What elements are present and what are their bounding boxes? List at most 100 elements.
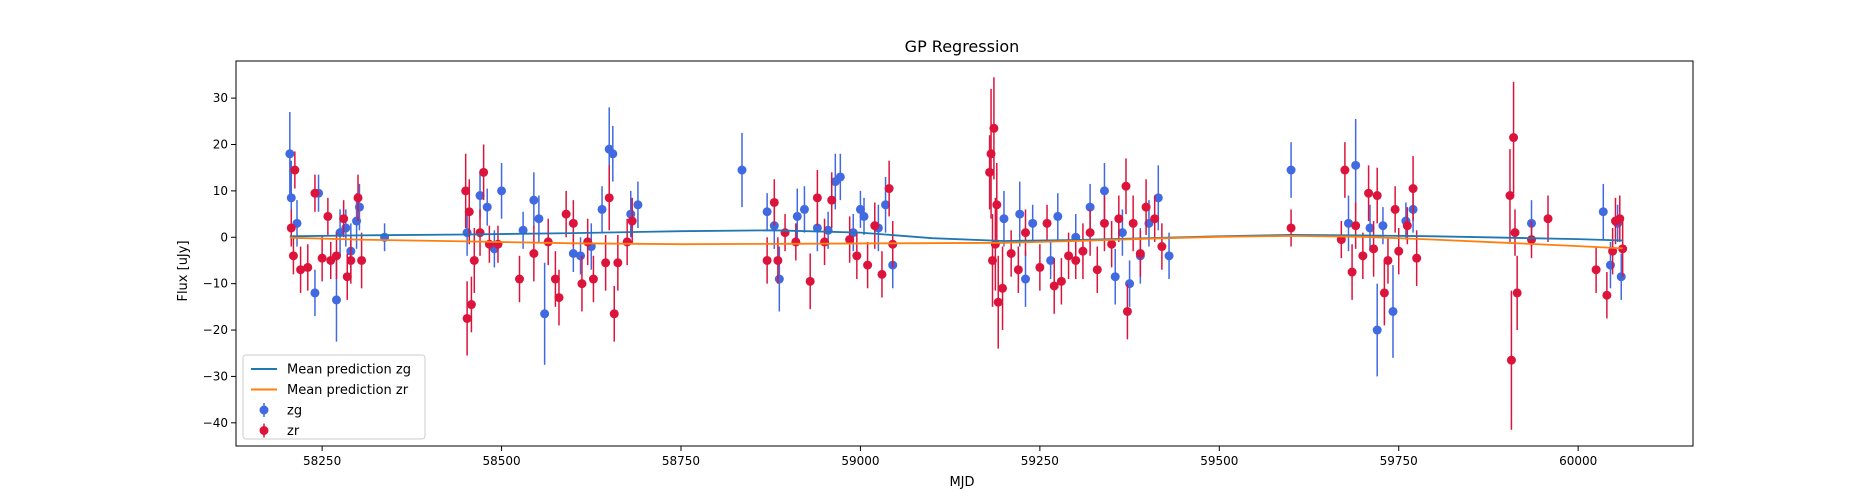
zr-point-50 bbox=[852, 251, 862, 261]
zr-point-108 bbox=[1543, 214, 1553, 224]
zr-point-65 bbox=[1013, 265, 1023, 275]
zr-point-33 bbox=[588, 274, 598, 284]
zg-point-71 bbox=[1598, 207, 1608, 217]
zg-point-26 bbox=[608, 149, 618, 159]
x-tick-label: 60000 bbox=[1559, 454, 1597, 468]
zr-point-59 bbox=[989, 123, 999, 133]
x-tick-label: 58750 bbox=[662, 454, 700, 468]
zr-point-5 bbox=[310, 188, 320, 198]
zr-point-81 bbox=[1128, 218, 1138, 228]
zg-point-0 bbox=[285, 149, 295, 159]
y-tick-label: 0 bbox=[220, 230, 228, 244]
y-tick-label: −40 bbox=[203, 416, 228, 430]
zr-point-71 bbox=[1064, 251, 1074, 261]
zr-point-98 bbox=[1394, 246, 1404, 256]
zg-point-28 bbox=[633, 200, 643, 210]
zr-point-102 bbox=[1505, 191, 1515, 201]
zg-point-72 bbox=[1605, 260, 1615, 270]
zg-point-52 bbox=[1085, 202, 1095, 212]
x-tick-label: 59000 bbox=[841, 454, 879, 468]
zr-point-0 bbox=[286, 223, 296, 233]
zg-point-35 bbox=[812, 223, 822, 233]
zg-point-29 bbox=[737, 165, 747, 175]
plot-area bbox=[285, 77, 1628, 430]
zr-point-91 bbox=[1358, 251, 1368, 261]
zr-point-9 bbox=[331, 251, 341, 261]
zr-point-64 bbox=[1006, 249, 1016, 258]
zg-point-22 bbox=[576, 251, 586, 261]
zg-point-54 bbox=[1110, 272, 1120, 282]
zr-point-14 bbox=[357, 255, 367, 265]
zr-point-82 bbox=[1135, 249, 1145, 258]
zg-point-14 bbox=[482, 202, 492, 212]
zg-point-18 bbox=[529, 195, 539, 205]
y-axis-label: Flux [uJy] bbox=[176, 240, 191, 301]
zr-point-44 bbox=[791, 237, 801, 247]
zr-point-113 bbox=[1615, 214, 1625, 224]
legend: Mean prediction zg Mean prediction zr zg zr bbox=[242, 354, 426, 440]
zg-point-59 bbox=[1153, 193, 1163, 203]
zg-point-13 bbox=[475, 191, 485, 201]
zr-point-107 bbox=[1527, 235, 1537, 245]
legend-item-2: zg bbox=[259, 403, 302, 419]
zr-point-39 bbox=[627, 216, 637, 226]
zg-point-17 bbox=[518, 225, 528, 235]
zg-point-33 bbox=[792, 211, 802, 221]
zr-point-99 bbox=[1402, 221, 1412, 231]
x-axis-label: MJD bbox=[949, 475, 974, 490]
zr-point-73 bbox=[1078, 246, 1088, 256]
zr-point-16 bbox=[462, 313, 472, 323]
zr-point-15 bbox=[461, 186, 471, 196]
zr-point-69 bbox=[1049, 281, 1059, 291]
legend-swatch bbox=[259, 405, 269, 415]
zg-point-41 bbox=[859, 211, 869, 221]
zr-point-1 bbox=[288, 251, 298, 261]
zr-point-42 bbox=[773, 255, 783, 265]
zg-point-24 bbox=[597, 204, 607, 214]
zg-point-21 bbox=[568, 249, 578, 258]
zg-point-74 bbox=[1616, 272, 1626, 282]
zr-point-54 bbox=[884, 184, 894, 194]
zr-point-32 bbox=[583, 237, 593, 247]
zr-point-36 bbox=[609, 309, 619, 319]
zr-point-106 bbox=[1512, 288, 1522, 298]
legend-label: Mean prediction zr bbox=[287, 383, 409, 398]
x-tick-label: 59750 bbox=[1380, 454, 1418, 468]
y-tick-label: 30 bbox=[213, 91, 228, 105]
zr-point-97 bbox=[1390, 204, 1400, 214]
zg-point-45 bbox=[999, 214, 1009, 224]
zr-point-110 bbox=[1602, 290, 1612, 300]
zr-point-76 bbox=[1099, 218, 1109, 228]
zr-point-10 bbox=[339, 214, 349, 224]
zr-point-26 bbox=[543, 237, 553, 247]
y-tick-label: −10 bbox=[203, 277, 228, 291]
x-tick-label: 58500 bbox=[482, 454, 520, 468]
zr-point-56 bbox=[985, 167, 995, 177]
zr-point-11 bbox=[342, 272, 352, 282]
zr-point-24 bbox=[515, 274, 525, 284]
zr-point-41 bbox=[769, 197, 779, 207]
zr-point-93 bbox=[1369, 244, 1379, 254]
zr-point-77 bbox=[1107, 239, 1117, 249]
y-tick-label: 10 bbox=[213, 184, 228, 198]
zr-point-7 bbox=[323, 211, 333, 221]
zr-point-86 bbox=[1286, 223, 1296, 233]
zr-point-38 bbox=[622, 237, 632, 247]
zr-point-78 bbox=[1114, 214, 1124, 224]
zr-point-25 bbox=[529, 249, 539, 258]
zr-point-53 bbox=[877, 269, 887, 279]
zr-point-45 bbox=[805, 276, 815, 286]
zg-point-46 bbox=[1015, 209, 1025, 219]
zg-point-3 bbox=[310, 288, 320, 298]
zr-point-62 bbox=[993, 297, 1003, 307]
zr-point-37 bbox=[613, 258, 623, 268]
zr-point-46 bbox=[812, 193, 822, 203]
zr-point-95 bbox=[1379, 288, 1389, 298]
zg-point-50 bbox=[1053, 211, 1063, 221]
zg-point-32 bbox=[774, 274, 784, 284]
zr-point-51 bbox=[863, 260, 873, 270]
zr-point-92 bbox=[1364, 188, 1374, 198]
zr-point-17 bbox=[464, 207, 474, 217]
zg-point-34 bbox=[799, 204, 809, 214]
